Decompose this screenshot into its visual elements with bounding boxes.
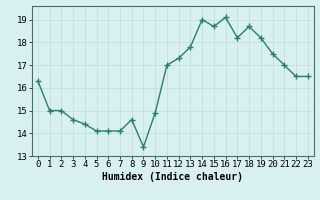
X-axis label: Humidex (Indice chaleur): Humidex (Indice chaleur) — [102, 172, 243, 182]
